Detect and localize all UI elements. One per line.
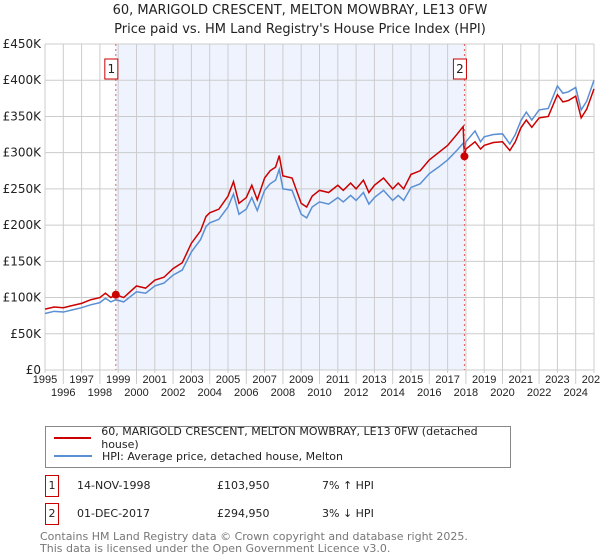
transaction-row: 1 14-NOV-1998 £103,950 7% ↑ HPI <box>45 475 445 497</box>
y-tick-label: £250K <box>3 182 43 196</box>
x-tick-label: 2000 <box>124 387 148 399</box>
x-tick-label: 2006 <box>234 387 258 399</box>
legend-item-hpi: HPI: Average price, detached house, Melt… <box>54 448 343 464</box>
y-tick-label: £300K <box>3 146 43 160</box>
x-tick-label: 2005 <box>216 374 240 386</box>
transaction-row: 2 01-DEC-2017 £294,950 3% ↓ HPI <box>45 503 445 525</box>
x-tick-label: 2018 <box>454 387 478 399</box>
sale-label-box <box>104 58 119 80</box>
footer-copyright: Contains HM Land Registry data © Crown c… <box>40 530 468 543</box>
x-tick-label: 1996 <box>51 387 75 399</box>
footer-licence: This data is licensed under the Open Gov… <box>40 542 391 555</box>
x-tick-label: 2011 <box>326 374 350 386</box>
x-tick-label: 1999 <box>106 374 130 386</box>
sale-label-box <box>452 58 467 80</box>
x-tick-label: 2020 <box>490 387 514 399</box>
x-tick-label: 2012 <box>344 387 368 399</box>
transaction-badge: 1 <box>45 475 59 497</box>
transaction-badge: 2 <box>45 503 59 525</box>
sale-label: 1 <box>108 62 116 76</box>
sale-point <box>460 152 469 161</box>
x-tick-label: 2013 <box>362 374 386 386</box>
x-tick-label: 2007 <box>252 374 276 386</box>
x-tick-label: 2019 <box>472 374 496 386</box>
shaded-period <box>115 44 465 370</box>
legend: 60, MARIGOLD CRESCENT, MELTON MOWBRAY, L… <box>45 425 511 468</box>
legend-swatch-blue <box>54 455 92 457</box>
transaction-hpi: 3% ↓ HPI <box>322 507 374 520</box>
x-tick-label: 2023 <box>545 374 569 386</box>
footer: Contains HM Land Registry data © Crown c… <box>40 531 468 555</box>
x-tick-label: 2008 <box>271 387 295 399</box>
x-tick-label: 2001 <box>143 374 167 386</box>
legend-swatch-red <box>54 437 92 439</box>
sale-label: 2 <box>456 62 464 76</box>
x-tick-label: 2024 <box>563 387 587 399</box>
x-tick-label: 2004 <box>197 387 221 399</box>
x-tick-label: 1995 <box>33 374 57 386</box>
y-tick-label: £0 <box>26 363 41 377</box>
legend-item-property: 60, MARIGOLD CRESCENT, MELTON MOWBRAY, L… <box>54 425 510 451</box>
chart-subtitle: Price paid vs. HM Land Registry's House … <box>114 22 486 37</box>
x-tick-label: 1997 <box>69 374 93 386</box>
y-tick-label: £100K <box>3 291 43 305</box>
x-tick-label: 2014 <box>380 387 404 399</box>
x-tick-label: 2017 <box>435 374 459 386</box>
legend-label: HPI: Average price, detached house, Melt… <box>102 449 343 463</box>
series-line <box>44 79 595 315</box>
x-tick-label: 2021 <box>509 374 533 386</box>
x-tick-label: 1998 <box>88 387 112 399</box>
transaction-date: 14-NOV-1998 <box>77 479 151 492</box>
series-line <box>44 88 595 310</box>
transaction-date: 01-DEC-2017 <box>77 507 151 520</box>
x-tick-label: 2002 <box>161 387 185 399</box>
transaction-hpi: 7% ↑ HPI <box>322 479 374 492</box>
x-tick-label: 2015 <box>399 374 423 386</box>
x-tick-label: 2009 <box>289 374 313 386</box>
y-tick-label: £200K <box>3 218 43 232</box>
x-tick-label: 2003 <box>179 374 203 386</box>
y-tick-label: £400K <box>3 73 43 87</box>
chart-plot: 1995199619971998199920002001200220032004… <box>3 37 600 399</box>
y-tick-label: £150K <box>3 254 43 268</box>
x-tick-label: 2016 <box>417 387 441 399</box>
y-tick-label: £50K <box>10 327 42 341</box>
x-tick-label: 2010 <box>307 387 331 399</box>
x-tick-label: 2022 <box>527 387 551 399</box>
sale-point <box>111 290 120 299</box>
transaction-price: £294,950 <box>217 507 270 520</box>
x-tick-label: 2025 <box>582 374 600 386</box>
y-tick-label: £350K <box>3 109 43 123</box>
legend-label: 60, MARIGOLD CRESCENT, MELTON MOWBRAY, L… <box>101 425 478 451</box>
y-tick-label: £450K <box>3 37 43 51</box>
chart-title: 60, MARIGOLD CRESCENT, MELTON MOWBRAY, L… <box>112 3 488 18</box>
transaction-price: £103,950 <box>217 479 270 492</box>
